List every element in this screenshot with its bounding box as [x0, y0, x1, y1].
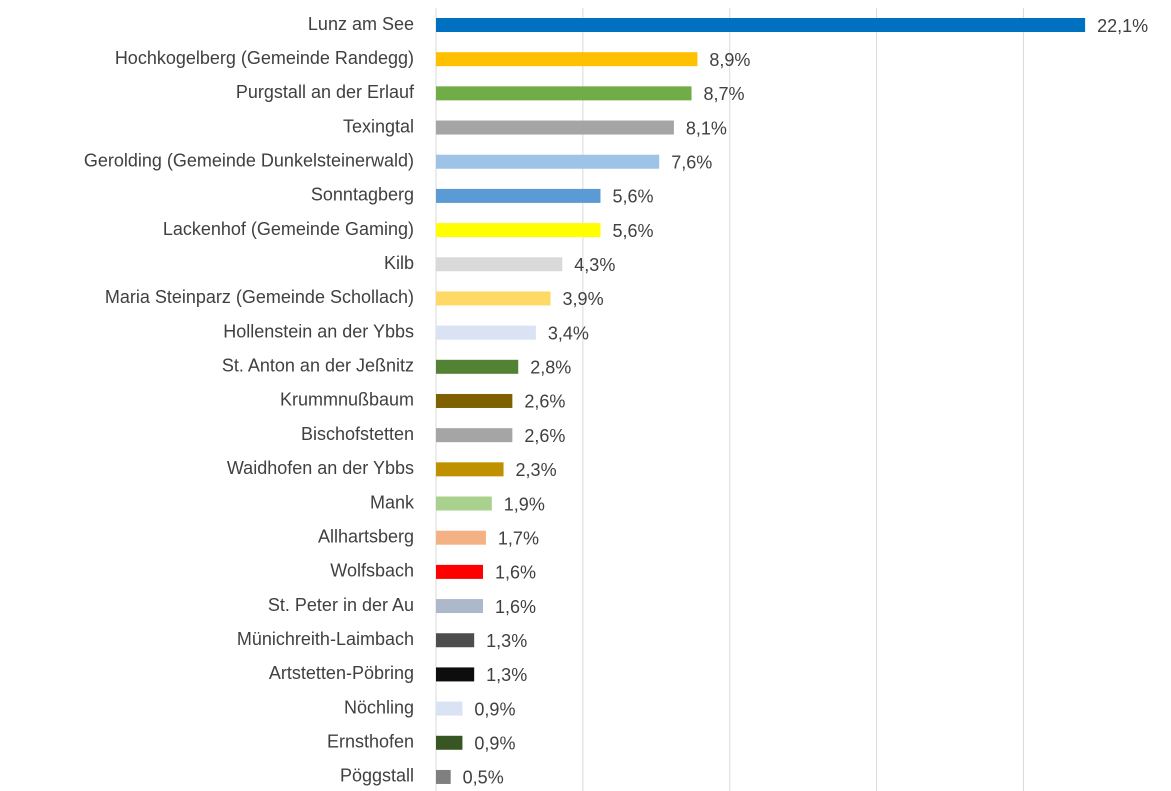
- data-label: 1,6%: [495, 563, 536, 583]
- data-label: 1,3%: [486, 665, 527, 685]
- data-label: 0,5%: [463, 768, 504, 788]
- y-tick-label: Allhartsberg: [318, 526, 414, 546]
- bar: [436, 462, 504, 477]
- y-tick-label: St. Anton an der Jeßnitz: [222, 356, 414, 376]
- bar: [436, 701, 463, 716]
- data-label: 2,6%: [524, 392, 565, 412]
- y-tick-label: Hochkogelberg (Gemeinde Randegg): [115, 48, 414, 68]
- y-tick-label: Gerolding (Gemeinde Dunkelsteinerwald): [84, 150, 414, 170]
- y-tick-label: Hollenstein an der Ybbs: [223, 321, 414, 341]
- data-label: 3,4%: [548, 323, 589, 343]
- y-tick-label: Artstetten-Pöbring: [269, 663, 414, 683]
- data-label: 0,9%: [474, 734, 515, 754]
- y-tick-label: Kilb: [384, 253, 414, 273]
- y-tick-label: Münichreith-Laimbach: [237, 629, 414, 649]
- data-label: 8,1%: [686, 118, 727, 138]
- data-label: 5,6%: [612, 221, 653, 241]
- data-label: 3,9%: [563, 289, 604, 309]
- bar: [436, 769, 451, 784]
- bar: [436, 496, 492, 511]
- data-label: 7,6%: [671, 152, 712, 172]
- data-label: 1,3%: [486, 631, 527, 651]
- bar: [436, 120, 674, 135]
- bar: [436, 735, 463, 750]
- y-tick-label: Mank: [370, 492, 415, 512]
- bar: [436, 188, 601, 203]
- data-label: 22,1%: [1097, 16, 1148, 36]
- bar: [436, 223, 601, 238]
- bar: [436, 667, 475, 682]
- data-label: 5,6%: [612, 187, 653, 207]
- bar: [436, 257, 563, 272]
- bar: [436, 564, 483, 579]
- bar: [436, 291, 551, 306]
- y-tick-label: Texingtal: [343, 116, 414, 136]
- data-label: 8,7%: [704, 84, 745, 104]
- bar: [436, 393, 513, 408]
- bar: [436, 530, 486, 545]
- data-label: 2,6%: [524, 426, 565, 446]
- bar: [436, 86, 692, 101]
- data-label: 2,8%: [530, 358, 571, 378]
- y-tick-label: Wolfsbach: [330, 561, 414, 581]
- y-tick-label: Maria Steinparz (Gemeinde Schollach): [105, 287, 414, 307]
- bar: [436, 325, 536, 340]
- data-label: 1,9%: [504, 494, 545, 514]
- y-tick-label: Ernsthofen: [327, 732, 414, 752]
- bar: [436, 18, 1086, 32]
- y-tick-label: Purgstall an der Erlauf: [236, 82, 415, 102]
- y-tick-label: Waidhofen an der Ybbs: [227, 458, 414, 478]
- y-tick-label: Bischofstetten: [301, 424, 414, 444]
- bar: [436, 599, 483, 614]
- bar: [436, 633, 475, 648]
- data-label: 1,6%: [495, 597, 536, 617]
- data-label: 4,3%: [574, 255, 615, 275]
- bar: [436, 359, 519, 374]
- bar: [436, 52, 698, 67]
- bar: [436, 428, 513, 443]
- bar: [436, 154, 660, 169]
- y-tick-label: Lunz am See: [308, 14, 414, 34]
- data-label: 0,9%: [474, 699, 515, 719]
- y-tick-label: Krummnußbaum: [280, 390, 414, 410]
- y-tick-label: Sonntagberg: [311, 185, 414, 205]
- y-tick-label: Nöchling: [344, 697, 414, 717]
- data-label: 2,3%: [516, 460, 557, 480]
- data-label: 1,7%: [498, 528, 539, 548]
- y-tick-label: Lackenhof (Gemeinde Gaming): [163, 219, 414, 239]
- y-tick-label: St. Peter in der Au: [268, 595, 414, 615]
- data-label: 8,9%: [709, 50, 750, 70]
- y-tick-label: Pöggstall: [340, 766, 414, 786]
